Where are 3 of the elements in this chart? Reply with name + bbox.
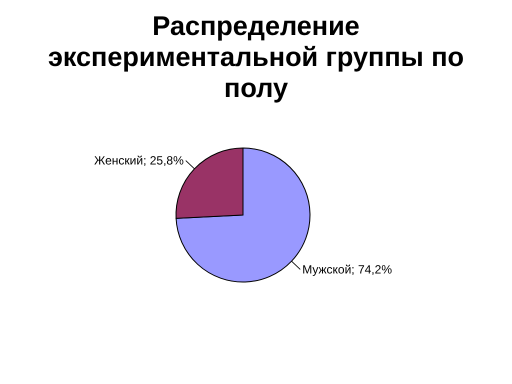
slice-label: Мужской; 74,2% bbox=[302, 262, 392, 276]
slice-label: Женский; 25,8% bbox=[94, 154, 184, 168]
chart-title: Распределение экспериментальной группы по полу bbox=[48, 11, 464, 103]
